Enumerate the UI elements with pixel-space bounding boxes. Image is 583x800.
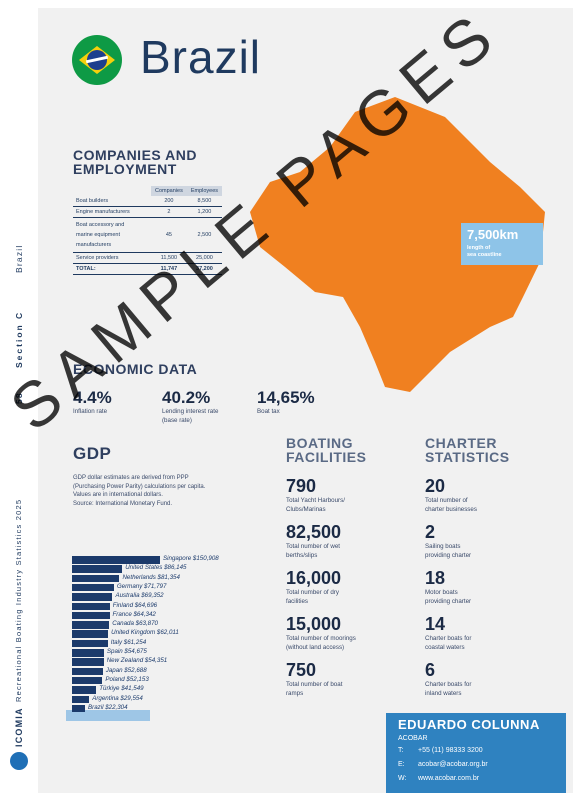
gdp-bar-label: Japan $52,688 — [105, 666, 147, 674]
inland-charter-label: Charter boats for inland waters — [425, 681, 472, 697]
economic-heading: ECONOMIC DATA — [73, 361, 198, 377]
gdp-bar-label: Poland $52,153 — [105, 675, 149, 683]
lending-rate-label: Lending interest rate (base rate) — [162, 408, 219, 424]
coastal-charter-label: Charter boats for coastal waters — [425, 635, 472, 651]
gdp-bar-label: Spain $54,675 — [106, 648, 147, 655]
column-header: Employees — [186, 186, 223, 196]
table-header-row: Companies Employees — [73, 186, 223, 196]
gdp-bar — [72, 667, 103, 676]
wet-berths-label: Total number of wet berths/slips — [286, 543, 340, 559]
gdp-bar — [72, 565, 123, 573]
contact-phone: T: +55 (11) 98333 3200 — [398, 747, 483, 754]
page-title: Brazil — [140, 31, 262, 83]
contact-box: EDUARDO COLUNNA ACOBAR T: +55 (11) 98333 … — [386, 713, 566, 793]
coastline-value: 7,500km — [467, 227, 519, 242]
inland-charter-value: 6 — [425, 660, 436, 680]
sidebar-country: Brazil — [14, 244, 24, 273]
gdp-bar — [72, 704, 85, 713]
boating-heading: BOATING FACILITIES — [286, 435, 367, 465]
gdp-bar — [72, 574, 120, 583]
gdp-bar — [72, 658, 104, 666]
table-row: Boat builders 200 8,500 — [73, 196, 223, 207]
sidebar-brand: ICOMIA — [14, 707, 24, 747]
gdp-bar — [72, 611, 110, 620]
gdp-description: GDP dollar estimates are derived from PP… — [73, 475, 206, 507]
coastal-charter-value: 14 — [425, 614, 446, 634]
dry-facilities-value: 16,000 — [286, 568, 342, 588]
marinas-value: 790 — [286, 476, 317, 496]
gdp-bar-label: New Zealand $54,351 — [106, 657, 168, 665]
companies-table: Companies Employees Boat builders 200 8,… — [73, 186, 223, 275]
brazil-map-shape — [250, 97, 545, 392]
page-panel — [38, 8, 573, 793]
gdp-bar-label: Australia $69,352 — [115, 592, 164, 600]
boat-ramps-label: Total number of boat ramps — [286, 681, 343, 697]
lending-rate-value: 40.2% — [162, 388, 211, 407]
gdp-heading: GDP — [73, 444, 112, 463]
sidebar-section: Section C — [14, 310, 24, 368]
wet-berths-value: 82,500 — [286, 522, 342, 542]
table-row: Service providers 11,500 25,000 — [73, 252, 223, 264]
moorings-label: Total number of moorings (without land ac… — [286, 635, 356, 651]
sidebar: Brazil Section C 58 Recreational Boating… — [0, 0, 38, 800]
gdp-bar-label: United States $86,145 — [125, 564, 187, 572]
table-row: Boat accessory and marine equipment manu… — [73, 217, 223, 253]
column-header: Companies — [151, 186, 187, 196]
gdp-bar — [72, 649, 104, 657]
icomia-logo-icon — [10, 752, 28, 770]
gdp-bar — [72, 621, 110, 629]
table-row: Engine manufacturers 2 1,200 — [73, 206, 223, 218]
gdp-bar — [72, 630, 109, 638]
charter-businesses-value: 20 — [425, 476, 446, 496]
gdp-bar-label: Argentina $29,554 — [92, 694, 143, 702]
contact-name: EDUARDO COLUNNA — [398, 717, 540, 732]
motor-boats-value: 18 — [425, 568, 446, 588]
boat-ramps-value: 750 — [286, 660, 317, 680]
contact-email[interactable]: E: acobar@acobar.org.br — [398, 761, 488, 768]
dry-facilities-label: Total number of dry facilities — [286, 589, 339, 605]
gdp-bar — [72, 676, 103, 685]
brazil-highlight — [66, 710, 150, 721]
sailing-boats-value: 2 — [425, 522, 436, 542]
gdp-bar — [72, 639, 108, 648]
gdp-bar-label: France $64,342 — [112, 610, 156, 618]
gdp-bar-label: Germany $71,797 — [116, 582, 167, 590]
coastline-callout: 7,500km length of sea coastline — [461, 223, 543, 265]
marinas-label: Total Yacht Harbours/Clubs/Marinas — [286, 497, 345, 513]
gdp-bar-label: Finland $64,696 — [112, 601, 158, 609]
contact-org: ACOBAR — [398, 735, 428, 742]
gdp-bar — [72, 686, 97, 694]
gdp-bar-label: Italy $61,254 — [110, 638, 147, 646]
gdp-bar — [72, 695, 90, 703]
sailing-boats-label: Sailing boats providing charter — [425, 543, 472, 559]
charter-heading: CHARTER STATISTICS — [425, 435, 510, 465]
contact-website[interactable]: W: www.acobar.com.br — [398, 775, 480, 782]
gdp-bar-label: Canada $63,870 — [112, 620, 158, 628]
gdp-bar-label: United Kingdom $62,011 — [111, 629, 179, 637]
brazil-map — [250, 97, 545, 392]
coastline-label: length of sea coastline — [467, 245, 502, 258]
companies-heading: COMPANIES AND EMPLOYMENT — [73, 147, 197, 177]
sidebar-publication: Recreational Boating Industry Statistics… — [14, 498, 23, 702]
gdp-bar-label: Türkiye $41,549 — [99, 685, 144, 693]
inflation-label: Inflation rate — [73, 408, 108, 415]
gdp-bar — [72, 593, 113, 601]
boat-tax-value: 14,65% — [257, 388, 315, 407]
gdp-bar — [72, 602, 110, 610]
boat-tax-label: Boat tax — [257, 408, 280, 415]
gdp-bar-label: Singapore $150,908 — [163, 555, 219, 562]
sidebar-page-number: 58 — [14, 392, 24, 404]
gdp-bar-label: Netherlands $81,354 — [122, 573, 180, 581]
brazil-flag-icon — [72, 35, 122, 85]
gdp-bar-label: Brazil $22,304 — [88, 703, 128, 711]
table-total-row: TOTAL: 11,747 37,200 — [73, 263, 223, 275]
charter-businesses-label: Total number of charter businesses — [425, 497, 477, 513]
gdp-bar — [72, 556, 160, 564]
inflation-value: 4.4% — [73, 388, 112, 407]
motor-boats-label: Motor boats providing charter — [425, 589, 472, 605]
moorings-value: 15,000 — [286, 614, 342, 634]
gdp-bar — [72, 583, 114, 592]
